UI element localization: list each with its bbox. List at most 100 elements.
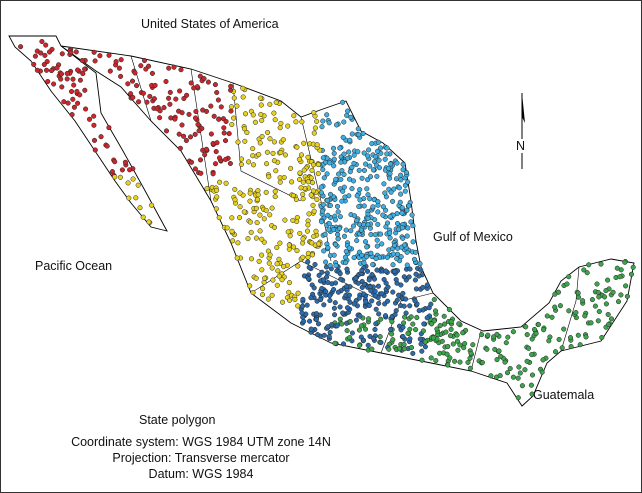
- sample-point: [351, 160, 357, 166]
- sample-point: [445, 362, 451, 368]
- sample-point: [44, 59, 50, 65]
- sample-point: [75, 67, 81, 73]
- sample-point: [401, 274, 407, 280]
- sample-point: [610, 289, 616, 295]
- sample-point: [332, 241, 339, 248]
- sample-point: [362, 326, 369, 332]
- sample-point: [389, 319, 395, 325]
- sample-point: [349, 186, 355, 192]
- sample-point: [269, 205, 275, 211]
- sample-point: [214, 187, 220, 193]
- sample-point: [193, 108, 199, 115]
- label-pacific-ocean: Pacific Ocean: [35, 259, 113, 273]
- sample-point: [403, 169, 409, 176]
- sample-point: [414, 314, 420, 321]
- sample-point: [364, 244, 370, 250]
- sample-point: [335, 236, 341, 242]
- sample-point: [447, 355, 453, 361]
- sample-point: [71, 82, 77, 88]
- sample-point: [485, 332, 491, 338]
- sample-point: [306, 211, 312, 217]
- sample-point: [399, 225, 405, 231]
- sample-point: [401, 346, 407, 352]
- sample-point: [232, 197, 238, 203]
- sample-point: [322, 231, 328, 237]
- sample-point: [58, 76, 64, 82]
- sample-point: [133, 195, 139, 201]
- sample-point: [407, 303, 413, 309]
- sample-point: [586, 262, 592, 268]
- sample-point: [119, 167, 125, 173]
- sample-point: [214, 140, 220, 146]
- sample-point: [529, 352, 535, 358]
- sample-point: [443, 329, 449, 335]
- sample-point: [212, 82, 218, 88]
- sample-point: [338, 159, 344, 165]
- sample-point: [370, 261, 376, 268]
- sample-point: [552, 291, 558, 297]
- sample-point: [212, 161, 219, 167]
- sample-point: [402, 242, 408, 248]
- sample-point: [342, 194, 348, 200]
- sample-point: [290, 217, 296, 223]
- sample-point: [323, 288, 329, 295]
- sample-point: [211, 113, 217, 119]
- sample-point: [349, 164, 355, 170]
- sample-point: [595, 318, 601, 324]
- sample-point: [157, 108, 163, 114]
- sample-point: [299, 310, 305, 316]
- sample-point: [381, 181, 387, 187]
- sample-point: [346, 245, 352, 251]
- sample-point: [326, 334, 332, 340]
- sample-point: [247, 219, 253, 225]
- sample-point: [387, 214, 393, 220]
- sample-point: [68, 88, 75, 95]
- sample-point: [218, 104, 224, 110]
- sample-point: [608, 316, 615, 322]
- state-border: [232, 82, 302, 202]
- sample-point: [599, 334, 605, 341]
- sample-point: [403, 296, 409, 302]
- sample-point: [195, 121, 201, 128]
- sample-point: [363, 299, 369, 305]
- sample-point: [213, 149, 219, 155]
- sample-point: [240, 94, 246, 100]
- sample-point: [347, 137, 353, 143]
- sample-point: [130, 94, 136, 100]
- sample-point: [343, 260, 349, 266]
- legend-datum: Datum: WGS 1984: [148, 467, 254, 481]
- sample-point: [346, 149, 352, 155]
- sample-point: [343, 248, 349, 254]
- sample-point: [488, 373, 494, 379]
- sample-point: [497, 373, 503, 379]
- sample-point: [420, 328, 426, 334]
- sample-point: [255, 192, 261, 198]
- sample-point: [238, 161, 244, 167]
- sample-point: [433, 358, 439, 364]
- sample-point: [399, 205, 405, 211]
- sample-point: [413, 327, 419, 333]
- sample-point: [384, 145, 390, 151]
- sample-point: [369, 141, 375, 147]
- sample-point: [377, 334, 383, 340]
- sample-point: [298, 152, 305, 158]
- sample-point: [407, 266, 413, 272]
- state-border: [380, 292, 434, 354]
- sample-point: [186, 111, 192, 117]
- sample-point: [428, 301, 434, 307]
- sample-point: [434, 326, 440, 332]
- sample-point: [331, 305, 337, 311]
- sample-point: [247, 190, 253, 196]
- sample-point: [540, 357, 546, 363]
- sample-point: [296, 156, 302, 162]
- sample-point: [65, 100, 71, 106]
- sample-point: [91, 137, 98, 143]
- sample-point: [327, 191, 334, 197]
- sample-point: [324, 112, 330, 118]
- sample-point: [45, 78, 51, 85]
- sample-point: [64, 76, 70, 82]
- sample-point: [250, 162, 257, 168]
- sample-point: [324, 197, 330, 203]
- sample-point: [241, 209, 247, 215]
- sample-point: [339, 198, 345, 204]
